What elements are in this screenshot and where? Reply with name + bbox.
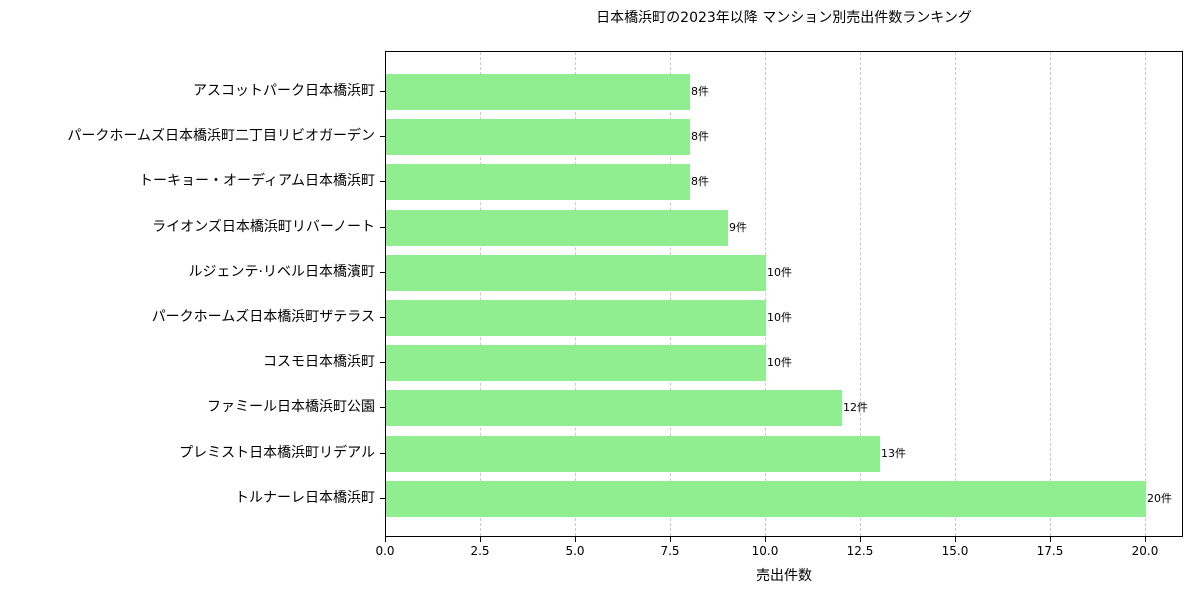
- x-gridline: [1145, 52, 1146, 536]
- x-gridline: [480, 52, 481, 536]
- bar-value-label: 10件: [767, 265, 792, 279]
- bar-value-label: 8件: [691, 85, 709, 98]
- y-tick: [380, 452, 385, 454]
- y-tick: [380, 136, 385, 138]
- y-tick-label: プレミスト日本橋浜町リデアル: [179, 444, 375, 461]
- x-tick-label: 2.5: [470, 544, 490, 558]
- y-tick: [380, 362, 385, 364]
- y-tick-label: ファミール日本橋浜町公園: [207, 399, 375, 416]
- x-tick: [385, 537, 386, 542]
- x-gridline: [670, 52, 671, 536]
- bar-value-label: 12件: [843, 401, 868, 415]
- x-tick-label: 17.5: [1036, 544, 1064, 558]
- chart-title: 日本橋浜町の2023年以降 マンション別売出件数ランキング: [596, 10, 972, 26]
- x-tick: [670, 537, 671, 542]
- x-tick-label: 12.5: [846, 544, 874, 558]
- y-tick: [380, 317, 385, 318]
- bar-value-label: 8件: [691, 175, 709, 189]
- bar-value-label: 9件: [729, 220, 747, 234]
- x-gridline: [955, 52, 956, 536]
- x-tick-label: 10.0: [751, 544, 779, 558]
- y-tick-label: パークホームズ日本橋浜町ザテラス: [151, 309, 375, 325]
- plot-area: 8件 8件 8件 9件 10件 10件 10件 12件 13件 20件: [385, 51, 1183, 537]
- x-tick-label: 15.0: [941, 544, 969, 558]
- x-tick-label: 0.0: [375, 544, 395, 558]
- bar: [386, 480, 1146, 517]
- bar: [386, 300, 766, 336]
- bar: [386, 209, 728, 246]
- x-tick-label: 7.5: [660, 544, 680, 558]
- x-tick: [575, 537, 576, 542]
- bar: [386, 74, 690, 110]
- y-tick: [380, 91, 385, 92]
- x-axis-label: 売出件数: [756, 568, 812, 584]
- x-tick: [765, 537, 766, 542]
- y-tick: [380, 407, 385, 409]
- x-tick: [1050, 537, 1051, 542]
- bar-value-label: 10件: [767, 356, 792, 370]
- y-tick-label: パークホームズ日本橋浜町二丁目リビオガーデン: [67, 128, 375, 145]
- y-tick-label: コスモ日本橋浜町: [263, 354, 375, 371]
- y-tick: [380, 226, 385, 228]
- y-tick: [380, 181, 385, 183]
- x-tick-label: 20.0: [1131, 544, 1159, 558]
- bar-value-label: 20件: [1147, 491, 1172, 505]
- bar: [386, 164, 690, 201]
- y-tick-label: ライオンズ日本橋浜町リバーノート: [152, 218, 375, 235]
- y-tick-label: トルナーレ日本橋浜町: [235, 489, 375, 506]
- x-tick: [955, 537, 956, 542]
- bar-value-label: 13件: [881, 446, 906, 460]
- bar-value-label: 10件: [767, 311, 792, 324]
- x-gridline: [575, 52, 576, 536]
- x-tick: [1145, 537, 1146, 542]
- bar: [386, 119, 690, 156]
- x-tick: [480, 537, 481, 542]
- bar: [386, 390, 842, 427]
- bar-value-label: 8件: [691, 130, 709, 144]
- y-tick: [380, 497, 385, 499]
- x-tick: [860, 537, 861, 542]
- x-tick-label: 5.0: [565, 544, 585, 558]
- y-tick-label: ルジェンテ·リベル日本橋濱町: [188, 263, 375, 280]
- x-gridline: [860, 52, 861, 536]
- y-tick: [380, 271, 385, 273]
- x-gridline: [765, 52, 766, 536]
- y-tick-label: アスコットパーク日本橋浜町: [193, 83, 375, 99]
- bar: [386, 435, 880, 472]
- x-gridline: [1050, 52, 1051, 536]
- bar: [386, 345, 766, 382]
- bar: [386, 254, 766, 291]
- y-tick-label: トーキョー・オーディアム日本橋浜町: [138, 173, 375, 190]
